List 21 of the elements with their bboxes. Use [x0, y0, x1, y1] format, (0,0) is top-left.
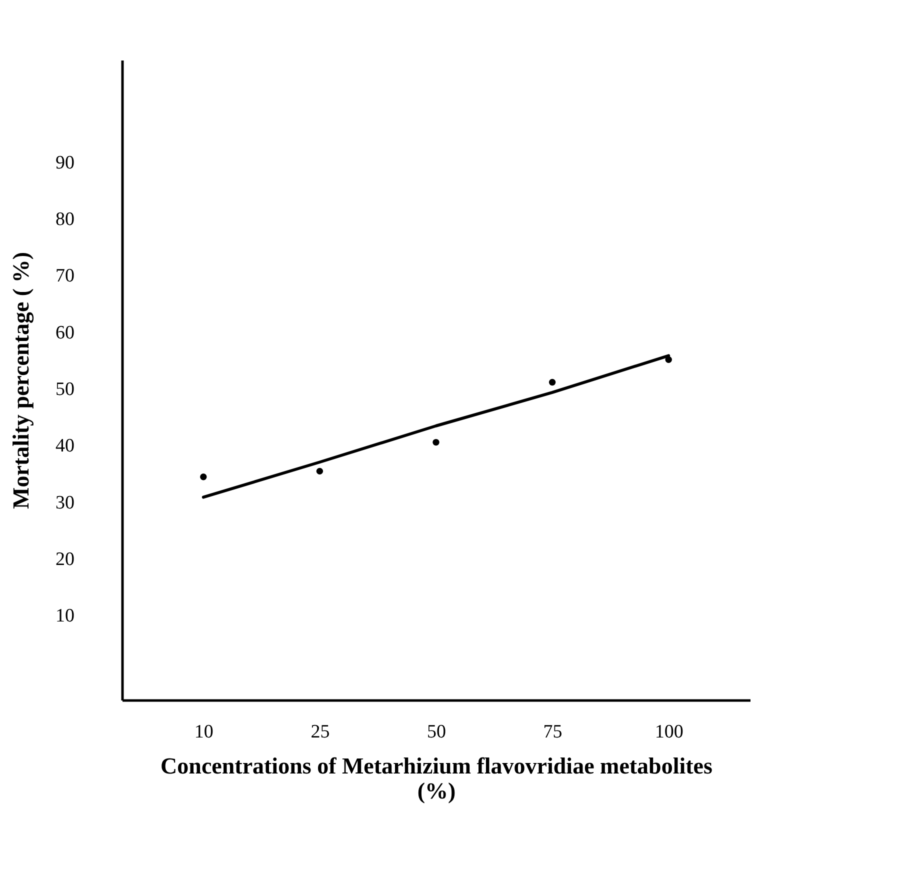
y-tick-label: 40 — [56, 436, 74, 457]
x-tick-label: 25 — [310, 722, 330, 742]
y-axis-title: Mortality percentage ( %) — [8, 252, 34, 509]
point — [200, 474, 207, 480]
line-series — [202, 354, 670, 499]
x-tick-label: 10 — [194, 722, 214, 742]
y-tick-label: 80 — [56, 209, 74, 230]
point — [316, 468, 324, 475]
x-tick-label: 50 — [427, 722, 446, 742]
y-tick-label: 20 — [56, 548, 74, 570]
y-tick-label: 30 — [56, 492, 74, 514]
point — [432, 438, 440, 446]
y-tick-label: 60 — [56, 322, 74, 344]
y-tick-label: 10 — [56, 606, 74, 627]
y-tick-label: 50 — [56, 378, 74, 400]
point — [548, 378, 556, 386]
y-tick-label: 70 — [56, 266, 74, 287]
x-tick-label: 75 — [543, 722, 562, 742]
x-axis-title: Concentrations of Metarhizium flavovridiae metabolites (%) — [160, 754, 712, 804]
x-tick-label: 100 — [654, 722, 684, 742]
y-tick-label: 90 — [56, 152, 74, 174]
